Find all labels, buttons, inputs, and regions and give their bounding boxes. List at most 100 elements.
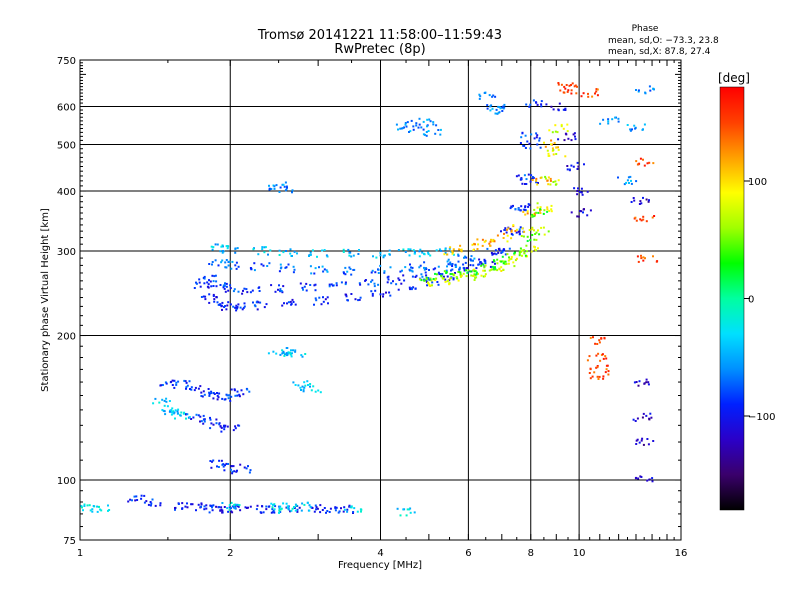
data-point: [556, 131, 559, 134]
data-point: [286, 186, 288, 189]
data-point: [524, 254, 527, 257]
data-point: [514, 259, 517, 262]
data-point: [244, 506, 247, 509]
data-point: [134, 499, 137, 502]
data-point: [278, 249, 281, 252]
data-point: [464, 255, 466, 258]
data-point: [554, 124, 557, 127]
data-point: [529, 180, 532, 183]
data-point: [350, 293, 353, 295]
data-point: [285, 185, 288, 188]
data-point: [243, 287, 246, 290]
data-point: [595, 354, 598, 357]
data-point: [478, 263, 481, 266]
data-point: [502, 268, 505, 271]
data-point: [571, 82, 574, 85]
data-point: [294, 350, 297, 353]
data-point: [566, 168, 569, 171]
data-point: [397, 288, 400, 291]
data-point: [370, 290, 373, 293]
data-point: [472, 249, 475, 251]
data-point: [481, 244, 484, 247]
data-point: [435, 277, 438, 280]
data-point: [444, 278, 447, 281]
data-point: [562, 91, 565, 94]
data-point: [143, 494, 146, 497]
data-point: [173, 386, 176, 389]
data-point: [259, 511, 262, 514]
data-point: [550, 139, 553, 142]
data-point: [550, 208, 553, 211]
data-point: [466, 267, 469, 270]
data-point: [582, 92, 585, 95]
data-point: [449, 261, 452, 264]
data-point: [387, 278, 390, 281]
data-point: [546, 206, 549, 209]
data-point: [535, 231, 538, 234]
data-point: [303, 285, 306, 288]
data-point: [272, 509, 275, 512]
data-point: [316, 255, 318, 258]
data-point: [526, 240, 529, 242]
data-point: [414, 276, 417, 278]
data-point: [518, 228, 521, 231]
data-point: [500, 260, 503, 263]
data-point: [535, 181, 538, 184]
data-point: [297, 384, 300, 387]
data-point: [522, 235, 525, 238]
data-point: [268, 505, 271, 508]
data-point: [280, 507, 283, 510]
data-point: [547, 230, 550, 233]
data-point: [432, 278, 435, 280]
data-point: [638, 162, 641, 165]
data-point: [564, 132, 567, 135]
data-point: [315, 508, 318, 511]
data-point: [215, 285, 218, 288]
data-point: [226, 425, 229, 428]
data-point: [508, 258, 511, 261]
data-point: [434, 272, 436, 275]
data-point: [494, 262, 496, 265]
data-point: [254, 305, 257, 308]
data-point: [343, 506, 346, 509]
data-point: [602, 357, 605, 360]
data-point: [566, 123, 569, 126]
data-point: [185, 417, 187, 420]
data-point: [478, 93, 481, 96]
data-point: [508, 256, 510, 259]
data-point: [278, 511, 280, 514]
data-point: [488, 242, 491, 245]
data-point: [494, 267, 497, 270]
data-point: [397, 128, 399, 131]
data-point: [410, 119, 413, 122]
data-point: [501, 105, 504, 108]
data-point: [230, 510, 233, 513]
data-point: [403, 126, 405, 129]
data-point: [319, 511, 322, 514]
data-point: [630, 201, 633, 203]
data-point: [202, 418, 205, 421]
data-point: [514, 251, 516, 254]
data-point: [493, 240, 496, 243]
data-point: [335, 282, 338, 285]
data-point: [270, 511, 273, 514]
data-point: [404, 251, 407, 253]
data-point: [219, 425, 222, 428]
data-point: [540, 105, 543, 108]
data-point: [545, 103, 548, 106]
data-point: [221, 511, 224, 514]
data-point: [346, 510, 349, 513]
data-point: [152, 402, 155, 405]
data-point: [261, 248, 264, 251]
data-point: [224, 424, 227, 427]
data-point: [482, 275, 485, 278]
data-point: [639, 157, 642, 160]
data-point: [208, 301, 211, 304]
data-point: [596, 366, 599, 369]
data-point: [443, 270, 446, 273]
data-point: [644, 257, 646, 260]
data-point: [523, 174, 526, 177]
data-point: [484, 273, 487, 276]
data-point: [345, 295, 348, 298]
data-point: [202, 390, 205, 393]
